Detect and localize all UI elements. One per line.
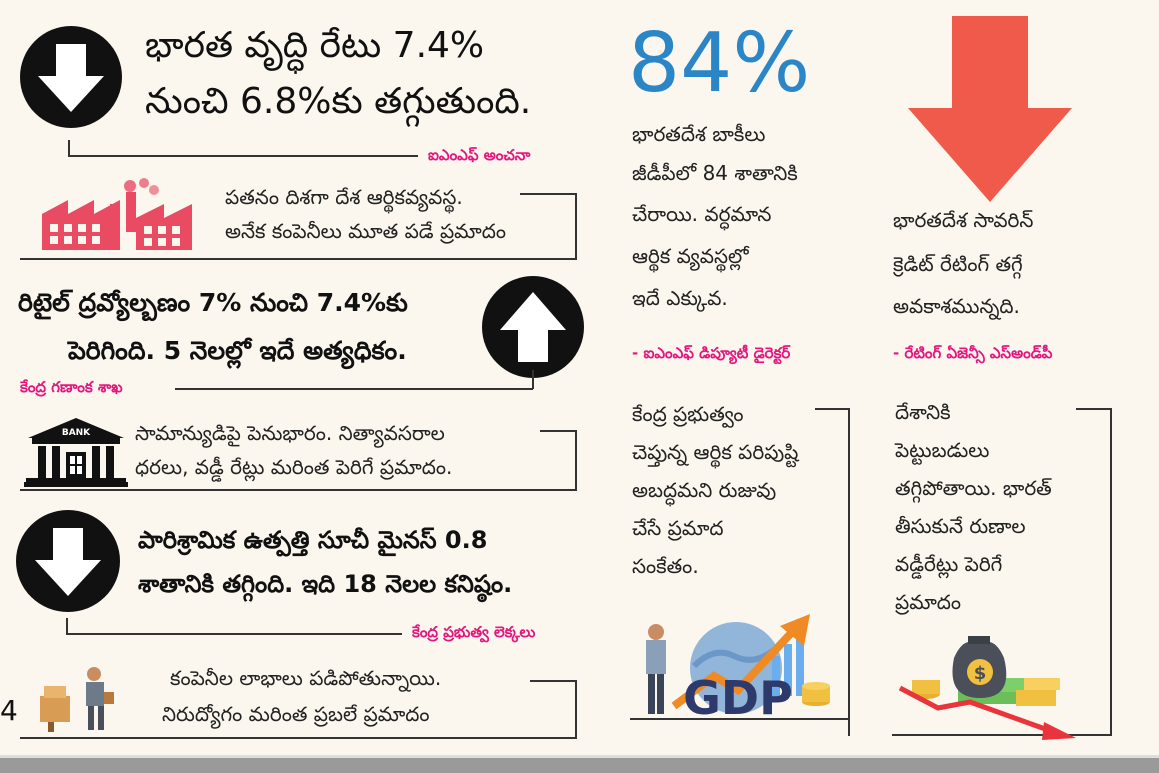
middle-note-line-5: సంకేతం. xyxy=(632,554,699,578)
divider xyxy=(630,718,850,720)
headline-2-line-1: రిటైల్ ద్రవ్యోల్బణం 7% నుంచి 7.4%కు xyxy=(18,288,408,317)
middle-desc-line-2: జీడీపీలో 84 శాతానికి xyxy=(632,161,798,185)
middle-desc-line-4: ఆర్థిక వ్యవస్థల్లో xyxy=(632,244,749,268)
down-arrow-icon xyxy=(16,510,120,612)
divider xyxy=(815,408,849,410)
divider xyxy=(520,193,576,195)
divider xyxy=(532,370,534,389)
divider xyxy=(892,734,1112,736)
divider xyxy=(575,680,577,738)
footer-divider xyxy=(0,755,1159,758)
down-arrow-icon xyxy=(20,26,122,128)
page-number: 4 xyxy=(0,694,18,727)
divider xyxy=(66,618,68,634)
divider xyxy=(540,430,576,432)
headline-3-line-1: పారిశ్రామిక ఉత్పత్తి సూచీ మైనస్ 0.8 xyxy=(138,526,488,554)
middle-note-line-2: చెప్తున్న ఆర్థిక పరిపుష్టి xyxy=(632,440,799,464)
right-note-line-3: తగ్గిపోతాయి. భారత్ xyxy=(895,476,1052,500)
divider xyxy=(575,430,577,490)
right-note-line-5: వడ్డీరేట్లు పెరిగే xyxy=(895,552,1003,576)
right-note-line-2: పెట్టుబడులు xyxy=(895,438,990,462)
right-note-line-4: తీసుకునే రుణాల xyxy=(895,514,1026,538)
right-desc-line-2: క్రెడిట్ రేటింగ్ తగ్గే xyxy=(893,252,1023,276)
source-label-2: కేంద్ర గణాంక శాఖ xyxy=(20,378,123,396)
divider xyxy=(68,155,418,157)
headline-1-line-2: నుంచి 6.8%కు తగ్గుతుంది. xyxy=(145,81,532,122)
divider xyxy=(1076,408,1112,410)
up-arrow-icon xyxy=(482,276,584,378)
middle-desc-line-5: ఇదే ఎక్కువ. xyxy=(632,286,728,310)
right-desc-line-1: భారతదేశ సావరిన్ xyxy=(893,208,1034,232)
note-1-line-2: అనేక కంపెనీలు మూత పడే ప్రమాదం xyxy=(225,219,507,243)
divider xyxy=(575,193,577,259)
middle-note-line-3: అబద్ధమని రుజువు xyxy=(632,478,777,502)
divider xyxy=(20,258,577,260)
right-desc-line-3: అవకాశమున్నది. xyxy=(893,294,1020,318)
divider xyxy=(530,680,576,682)
divider xyxy=(66,633,402,635)
headline-3-line-2: శాతానికి తగ్గింది. ఇది 18 నెలల కనిష్ఠం. xyxy=(138,570,513,598)
divider xyxy=(20,489,577,491)
middle-note-line-1: కేంద్ర ప్రభుత్వం xyxy=(632,402,744,426)
source-label-1: ఐఎంఎఫ్ అంచనా xyxy=(428,146,531,164)
divider xyxy=(848,408,850,736)
source-label-3: కేంద్ర ప్రభుత్వ లెక్కలు xyxy=(412,623,536,641)
note-3-line-1: కంపెనీల లాభాలు పడిపోతున్నాయి. xyxy=(170,666,442,690)
worker-with-boxes-icon xyxy=(40,667,114,732)
factory-icon xyxy=(42,178,192,250)
big-percent: 84% xyxy=(628,16,811,111)
headline-2-line-2: పెరిగింది. 5 నెలల్లో ఇదే అత్యధికం. xyxy=(68,336,407,365)
note-2-line-2: ధరలు, వడ్డీ రేట్లు మరింత పెరిగే ప్రమాదం. xyxy=(135,455,453,479)
divider xyxy=(68,140,70,156)
middle-source: - ఐఎంఎఫ్ డిప్యూటీ డైరెక్టర్ xyxy=(632,344,791,362)
divider xyxy=(175,388,533,390)
dollar-label: $ xyxy=(974,663,987,684)
headline-1-line-1: భారత వృద్ధి రేటు 7.4% xyxy=(145,25,485,66)
divider xyxy=(20,737,577,739)
divider xyxy=(1110,408,1112,736)
big-red-down-arrow-icon xyxy=(908,16,1072,202)
money-bag-decline-icon: $ xyxy=(898,636,1076,740)
gdp-growth-icon: GDP xyxy=(646,614,830,718)
note-1-line-1: పతనం దిశగా దేశ ఆర్థికవ్యవస్థ. xyxy=(225,185,463,209)
footer-bar xyxy=(0,758,1159,773)
middle-desc-line-1: భారతదేశ బాకీలు xyxy=(632,122,766,146)
middle-desc-line-3: చేరాయి. వర్ధమాన xyxy=(632,202,772,226)
gdp-label: GDP xyxy=(683,671,793,718)
note-2-line-1: సామాన్యుడిపై పెనుభారం. నిత్యావసరాల xyxy=(135,421,445,445)
note-3-line-2: నిరుద్యోగం మరింత ప్రబలే ప్రమాదం xyxy=(162,702,430,726)
right-note-line-1: దేశానికి xyxy=(895,400,951,424)
bank-icon: BANK xyxy=(24,418,128,487)
bank-label: BANK xyxy=(62,428,91,438)
middle-note-line-4: చేసే ప్రమాద xyxy=(632,516,724,540)
right-source: - రేటింగ్ ఏజెన్సీ ఎస్అండ్‌పీ xyxy=(893,344,1053,362)
right-note-line-6: ప్రమాదం xyxy=(895,590,962,614)
